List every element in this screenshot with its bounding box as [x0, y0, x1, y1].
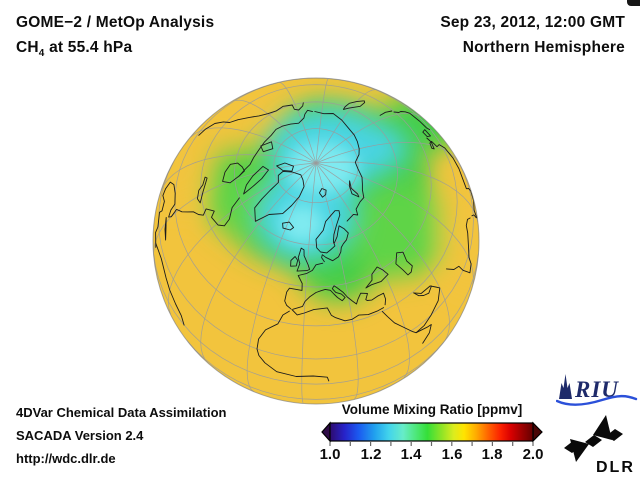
tick-label: 1.4 — [400, 446, 422, 463]
credits-block: 4DVar Chemical Data Assimilation SACADA … — [16, 401, 227, 470]
datetime-label: Sep 23, 2012, 12:00 GMT — [440, 14, 625, 31]
credit-url[interactable]: http://wdc.dlr.de — [16, 451, 116, 466]
tick-label: 1.8 — [481, 446, 503, 463]
colorbar: Volume Mixing Ratio [ppmv] — [316, 402, 548, 463]
datetime-block: Sep 23, 2012, 12:00 GMT Northern Hemisph… — [440, 10, 625, 60]
colorbar-gradient-bar — [329, 422, 534, 442]
credit-line-1: 4DVar Chemical Data Assimilation — [16, 405, 227, 420]
riu-wave-icon — [556, 394, 638, 406]
colorbar-title: Volume Mixing Ratio [ppmv] — [341, 402, 523, 417]
colorbar-scale — [321, 421, 543, 446]
tick-label: 1.0 — [319, 446, 341, 463]
coastlines — [155, 100, 478, 382]
dlr-logo: DLR — [564, 415, 635, 476]
dlr-logo-text: DLR — [596, 459, 635, 476]
riu-logo: RIU — [556, 374, 638, 406]
colorbar-right-arrow — [532, 421, 543, 443]
dlr-star-icon — [564, 415, 623, 462]
colorbar-ticks — [329, 442, 534, 446]
colorbar-left-arrow — [321, 421, 331, 443]
species-level-label: CH4 at 55.4 hPa — [16, 39, 133, 60]
riu-cathedral-icon — [559, 374, 572, 399]
globe-limb — [152, 77, 480, 405]
region-label: Northern Hemisphere — [462, 39, 625, 56]
credit-line-2: SACADA Version 2.4 — [16, 428, 144, 443]
screen-corner-artifact — [627, 0, 640, 6]
title-block: GOME−2 / MetOp Analysis CH4 at 55.4 hPa — [16, 10, 214, 66]
tick-label: 1.6 — [441, 446, 463, 463]
tick-label: 1.2 — [360, 446, 382, 463]
page-title: GOME−2 / MetOp Analysis — [16, 14, 215, 31]
tick-label: 2.0 — [522, 446, 544, 463]
